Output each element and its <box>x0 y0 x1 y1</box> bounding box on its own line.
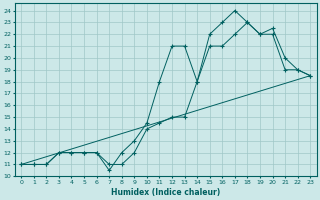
X-axis label: Humidex (Indice chaleur): Humidex (Indice chaleur) <box>111 188 220 197</box>
